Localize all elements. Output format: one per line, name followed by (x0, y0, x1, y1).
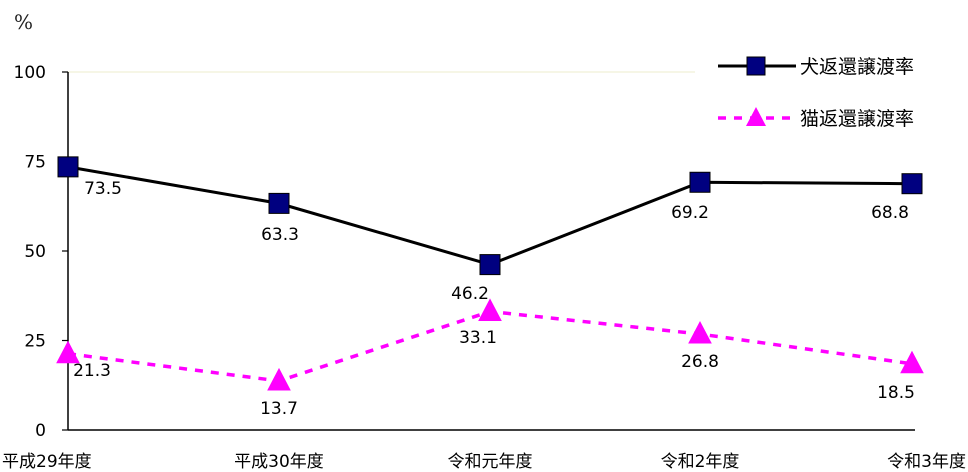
data-label: 13.7 (260, 399, 298, 419)
y-tick-label: 0 (35, 421, 46, 441)
data-point-marker (57, 156, 79, 178)
x-category-label: 令和元年度 (448, 452, 533, 472)
legend-label: 猫返還譲渡率 (800, 108, 914, 130)
data-point-marker (56, 340, 80, 364)
data-label: 68.8 (871, 203, 909, 223)
data-label: 73.5 (84, 179, 122, 199)
data-label: 18.5 (877, 383, 915, 403)
x-categories: 平成29年度 平成30年度 令和元年度 令和2年度 令和3年度 (2, 452, 966, 472)
data-label: 63.3 (261, 225, 299, 245)
y-tick-label: 75 (24, 153, 46, 173)
data-point-marker (689, 171, 711, 193)
data-point-marker (478, 298, 502, 322)
data-label: 26.8 (681, 352, 719, 372)
x-category-label: 平成29年度 (2, 452, 92, 472)
y-axis-unit-label: % (14, 10, 34, 34)
data-point-marker (900, 350, 924, 374)
data-point-marker (901, 173, 923, 195)
data-point-marker (688, 320, 712, 344)
y-tick-label: 100 (14, 63, 46, 83)
data-point-marker (479, 254, 501, 276)
y-tick-label: 25 (24, 332, 46, 352)
data-point-marker (268, 192, 290, 214)
legend-label: 犬返還譲渡率 (800, 56, 914, 78)
x-category-label: 平成30年度 (234, 452, 324, 472)
data-label: 69.2 (671, 203, 709, 223)
y-ticks: 0 25 50 75 100 (14, 63, 68, 441)
data-label: 33.1 (459, 328, 497, 348)
legend-marker (746, 107, 766, 126)
x-category-label: 令和2年度 (661, 452, 740, 472)
data-point-marker (267, 367, 291, 391)
y-tick-label: 50 (24, 242, 46, 262)
legend-marker (746, 56, 766, 76)
series-group: 73.5 63.3 46.2 69.2 68.8 21.3 13.7 33.1 26.8 18.5 (56, 156, 924, 419)
x-category-label: 令和3年度 (887, 452, 966, 472)
data-label: 46.2 (451, 284, 489, 304)
data-label: 21.3 (73, 361, 111, 381)
series-line (67, 165, 913, 267)
